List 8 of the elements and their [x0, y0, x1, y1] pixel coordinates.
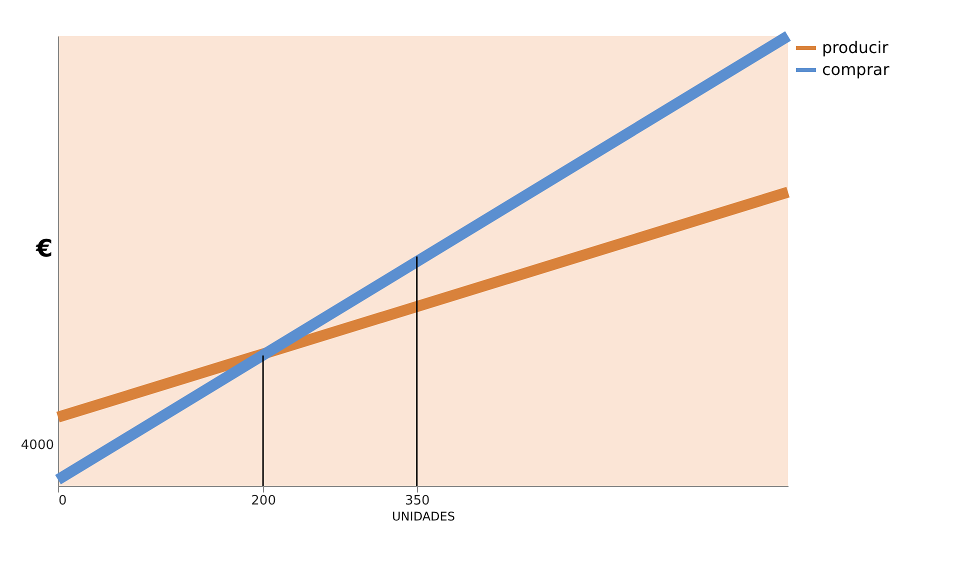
y-axis-title: €: [35, 234, 53, 262]
annotation: 4000: [20, 438, 54, 454]
x-tick-label: 200: [251, 494, 276, 508]
legend-label: producir: [822, 38, 889, 57]
x-tick-label: 350: [404, 494, 430, 508]
legend-label: comprar: [822, 60, 890, 79]
x-axis-title: UNIDADES: [392, 510, 455, 524]
x-tick-label: 0: [58, 494, 67, 508]
